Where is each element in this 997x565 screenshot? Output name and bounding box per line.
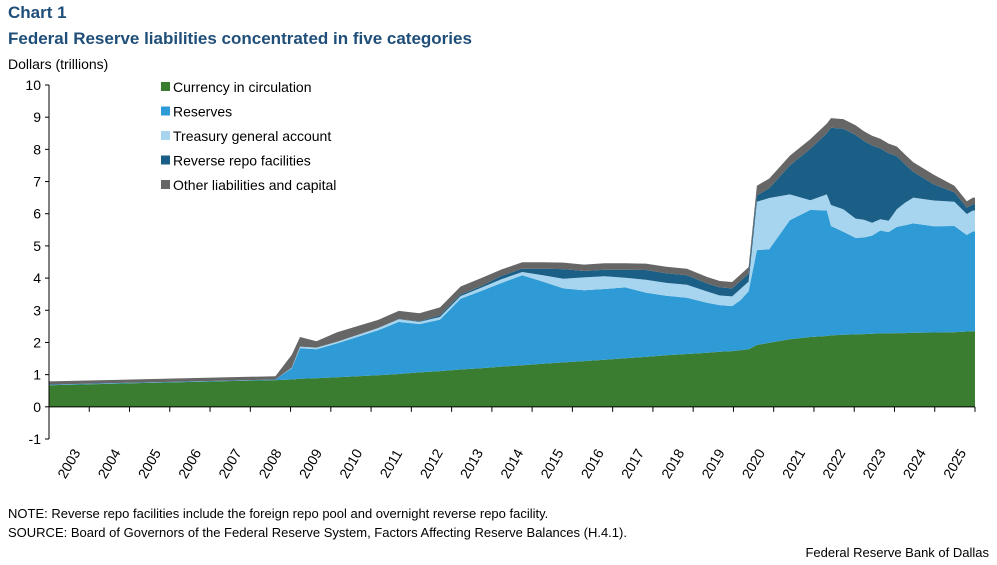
area-series-1 [49, 209, 975, 386]
x-tick-label: 2022 [819, 446, 849, 481]
chart-note: NOTE: Reverse repo facilities include th… [8, 506, 549, 521]
x-tick-label: 2014 [497, 446, 527, 481]
x-tick-label: 2012 [416, 446, 446, 481]
axes [48, 85, 975, 439]
legend-swatch [161, 155, 170, 165]
x-tick-label: 2016 [577, 446, 607, 481]
x-tick-label: 2025 [940, 446, 970, 481]
legend-swatch [161, 82, 170, 91]
chart-credit: Federal Reserve Bank of Dallas [805, 545, 989, 560]
y-axis-unit-label: Dollars (trillions) [8, 56, 109, 72]
x-tick-label: 2011 [376, 446, 405, 480]
y-tick-label: 3 [33, 302, 41, 318]
x-tick-label: 2015 [537, 446, 567, 481]
y-tick-label: 4 [33, 270, 41, 286]
y-tick-label: -1 [29, 431, 42, 447]
x-tick-labels: 2003 2004 2005 2006 2007 2008 2009 2010 2011 2012… [48, 406, 976, 481]
x-tick-label: 2020 [739, 446, 769, 481]
y-tick-labels: -1 0 1 2 3 4 5 6 7 8 9 10 [25, 77, 49, 447]
x-tick-label: 2019 [698, 446, 728, 481]
legend-swatch [161, 106, 170, 116]
legend-label: Reverse repo facilities [173, 153, 311, 169]
y-tick-label: 0 [33, 399, 41, 415]
y-tick-label: 7 [33, 174, 41, 190]
legend-label: Currency in circulation [173, 79, 312, 95]
area-series-0 [49, 331, 975, 407]
x-tick-label: 2017 [618, 446, 648, 481]
legend: Currency in circulation Reserves Treasury … [161, 79, 336, 193]
x-tick-label: 2023 [859, 446, 889, 481]
legend-swatch [161, 131, 170, 140]
x-tick-label: 2010 [336, 446, 366, 481]
y-tick-label: 9 [33, 109, 41, 125]
x-tick-label: 2005 [135, 446, 165, 481]
y-tick-label: 10 [25, 77, 41, 93]
x-tick-label: 2009 [296, 446, 326, 481]
chart-title: Federal Reserve liabilities concentrated… [8, 29, 472, 48]
x-tick-label: 2006 [175, 446, 205, 481]
x-tick-label: 2004 [94, 446, 124, 481]
chart-label: Chart 1 [8, 3, 67, 22]
x-tick-label: 2024 [900, 446, 930, 481]
x-tick-label: 2013 [457, 446, 487, 481]
legend-label: Treasury general account [173, 128, 331, 144]
y-tick-label: 2 [33, 334, 41, 350]
area-series-3 [49, 127, 975, 385]
y-tick-label: 1 [33, 367, 41, 383]
x-tick-label: 2018 [658, 446, 688, 481]
y-tick-label: 6 [33, 206, 41, 222]
x-tick-label: 2021 [779, 446, 809, 481]
stacked-areas [49, 118, 975, 407]
x-tick-label: 2007 [215, 446, 245, 481]
area-series-4 [49, 118, 975, 385]
y-tick-label: 5 [33, 238, 41, 254]
x-tick-label: 2003 [54, 446, 84, 481]
legend-label: Other liabilities and capital [173, 177, 336, 193]
chart-source: SOURCE: Board of Governors of the Federa… [8, 525, 627, 540]
x-tick-label: 2008 [255, 446, 285, 481]
y-tick-label: 8 [33, 141, 41, 157]
legend-swatch [161, 180, 170, 189]
legend-label: Reserves [173, 104, 232, 120]
